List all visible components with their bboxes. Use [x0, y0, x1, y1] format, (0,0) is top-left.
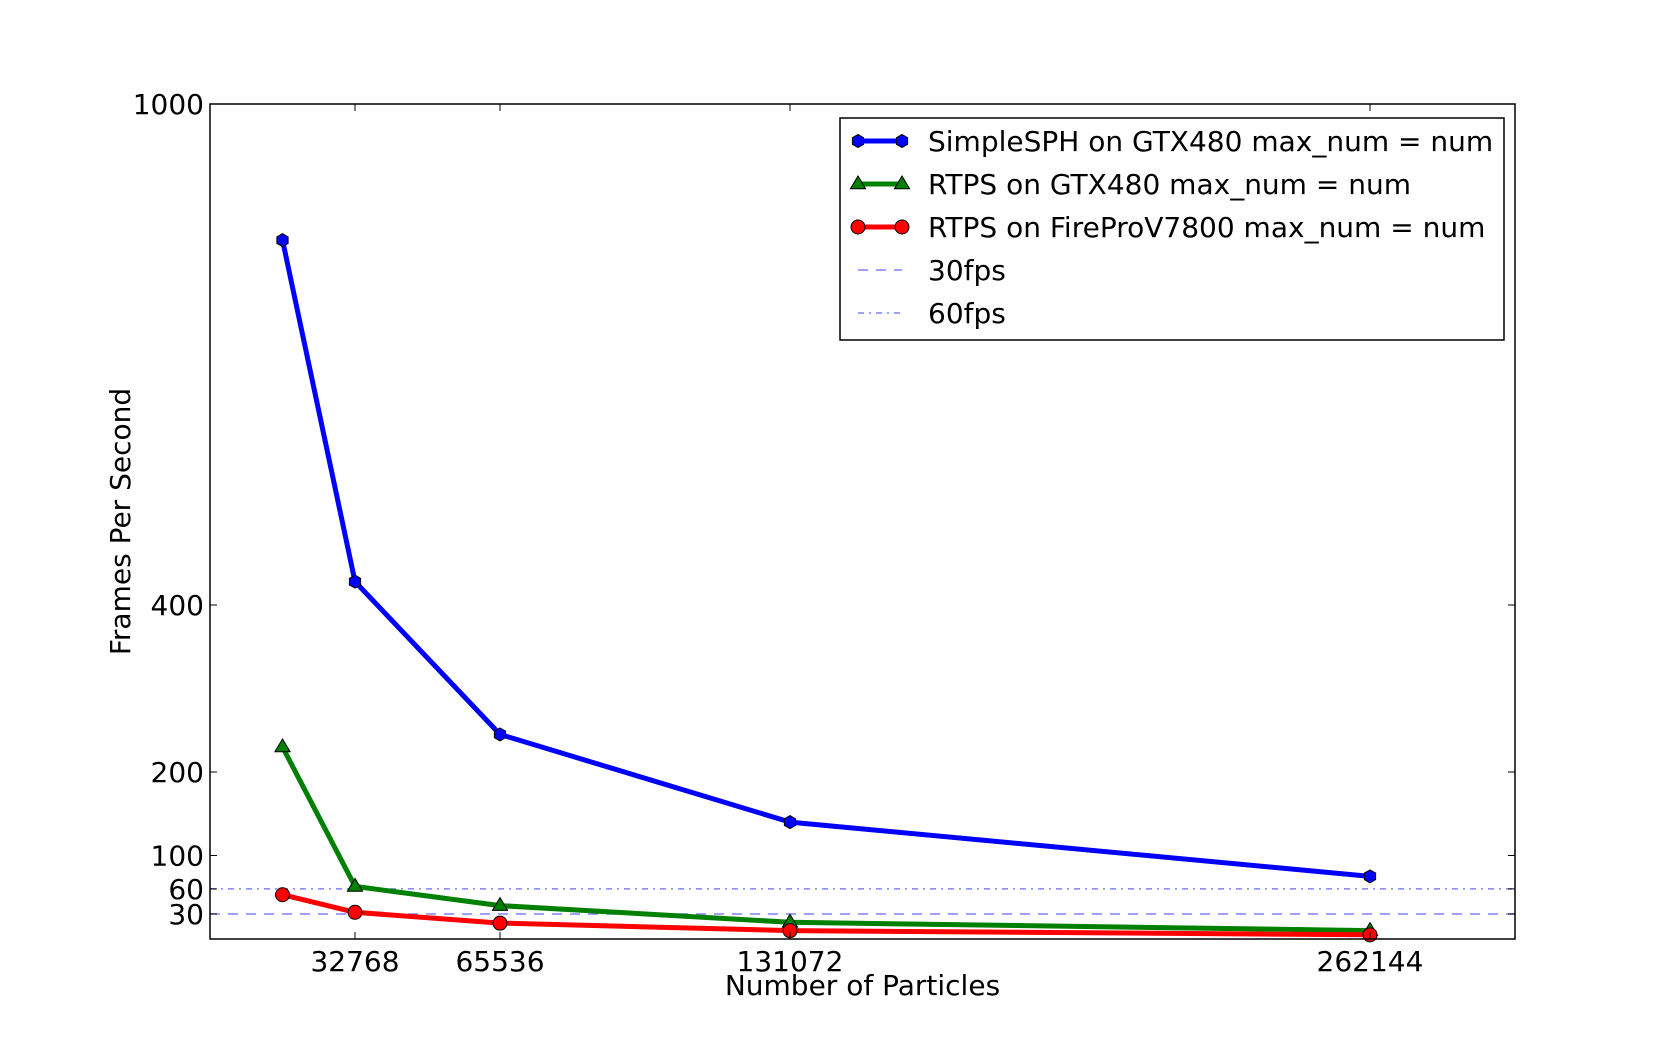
legend-entry-60fps: 60fps — [858, 297, 1006, 330]
y-tick-label: 100 — [151, 840, 204, 873]
x-axis-label: Number of Particles — [725, 969, 1000, 1002]
x-tick-label: 65536 — [455, 945, 544, 978]
x-tick-label: 131072 — [737, 945, 844, 978]
legend-marker — [849, 175, 867, 190]
legend-entry-simplesph-on-gtx480-max-num-num: SimpleSPH on GTX480 max_num = num — [851, 125, 1493, 158]
data-point-rtps-on-fireprov7800-max-num-num — [347, 904, 363, 920]
data-point-simplesph-on-gtx480-max-num-num — [348, 574, 362, 589]
series-line-rtps-on-gtx480-max-num-num — [280, 744, 1373, 934]
legend-marker — [894, 219, 910, 235]
y-tick-label: 30 — [168, 898, 204, 931]
data-point-rtps-on-gtx480-max-num-num — [274, 738, 291, 753]
series-group — [274, 233, 1379, 943]
legend-entry-rtps-on-fireprov7800-max-num-num: RTPS on FireProV7800 max_num = num — [850, 211, 1485, 244]
data-point-rtps-on-fireprov7800-max-num-num — [275, 887, 290, 903]
data-point-rtps-on-gtx480-max-num-num — [346, 877, 364, 892]
legend-label: RTPS on GTX480 max_num = num — [928, 168, 1411, 201]
reference-lines — [210, 888, 1515, 915]
legend-label: 60fps — [928, 297, 1006, 330]
legend-marker — [850, 219, 866, 235]
y-tick-label: 400 — [151, 589, 204, 622]
data-point-rtps-on-fireprov7800-max-num-num — [492, 915, 508, 931]
y-axis-label: Frames Per Second — [104, 388, 137, 655]
x-tick-label: 32768 — [310, 945, 399, 978]
x-tick-label: 262144 — [1317, 945, 1424, 978]
legend-marker — [851, 133, 865, 149]
data-point-simplesph-on-gtx480-max-num-num — [276, 233, 289, 248]
series-simplesph-on-gtx480-max-num-num — [276, 233, 1377, 884]
legend-label: SimpleSPH on GTX480 max_num = num — [928, 125, 1493, 158]
data-point-simplesph-on-gtx480-max-num-num — [493, 727, 507, 742]
data-point-simplesph-on-gtx480-max-num-num — [1363, 869, 1377, 884]
y-tick-label: 1000 — [133, 88, 204, 121]
legend-box — [839, 117, 1505, 341]
legend-entry-30fps: 30fps — [858, 254, 1006, 287]
legend: SimpleSPH on GTX480 max_num = num RTPS on… — [839, 117, 1505, 341]
plot-frame — [209, 103, 1516, 940]
legend-entry-rtps-on-gtx480-max-num-num: RTPS on GTX480 max_num = num — [849, 168, 1411, 201]
data-point-simplesph-on-gtx480-max-num-num — [783, 815, 797, 830]
legend-marker — [895, 133, 909, 149]
series-rtps-on-gtx480-max-num-num — [274, 738, 1379, 936]
data-point-rtps-on-gtx480-max-num-num — [491, 896, 509, 911]
y-tick-label: 60 — [168, 873, 204, 906]
legend-label: RTPS on FireProV7800 max_num = num — [928, 211, 1485, 244]
legend-label: 30fps — [928, 254, 1006, 287]
legend-marker — [893, 175, 911, 190]
y-tick-label: 200 — [151, 756, 204, 789]
